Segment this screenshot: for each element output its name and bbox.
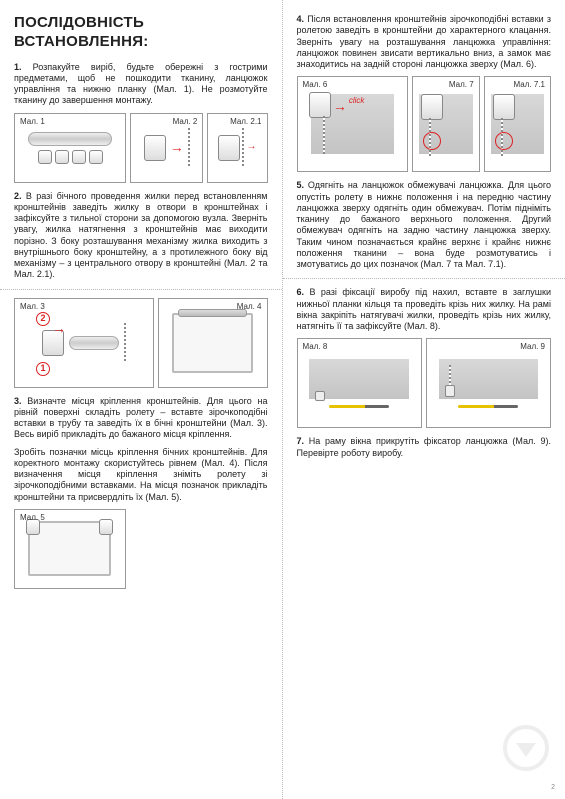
fig-row-2: Мал. 3 → 2 1 Мал. 4	[14, 298, 268, 388]
fig-9-label: Мал. 9	[520, 342, 545, 352]
right-column: 4. Після встановлення кронштейнів зірочк…	[283, 0, 565, 799]
step-2-num: 2.	[14, 191, 22, 201]
step-num-1: 1	[36, 362, 50, 376]
fig-5-label: Мал. 5	[20, 513, 45, 523]
divider	[283, 278, 565, 279]
fig-row-4: Мал. 6 → click Мал. 7	[297, 76, 552, 172]
step-6: 6. В разі фіксації виробу під нахил, вст…	[297, 287, 552, 332]
fig-1: Мал. 1	[14, 113, 126, 183]
fig-2: Мал. 2 →	[130, 113, 203, 183]
step-5-num: 5.	[297, 180, 305, 190]
fig-6-label: Мал. 6	[303, 80, 328, 90]
red-arrow-icon: →	[170, 139, 184, 157]
step-6-text: В разі фіксації виробу під нахил, вставт…	[297, 287, 552, 331]
step-num-2: 2	[36, 312, 50, 326]
fig-2-label: Мал. 2	[173, 117, 198, 127]
fig-7-label: Мал. 7	[449, 80, 474, 90]
fig-row-3: Мал. 5	[14, 509, 268, 589]
step-6-num: 6.	[297, 287, 305, 297]
red-arrow-icon: →	[52, 320, 66, 338]
step-4: 4. Після встановлення кронштейнів зірочк…	[297, 14, 552, 70]
page-title: ПОСЛІДОВНІСТЬ ВСТАНОВЛЕННЯ:	[14, 14, 268, 52]
fig-2-1: Мал. 2.1 →	[207, 113, 267, 183]
fig-4-label: Мал. 4	[237, 302, 262, 312]
step-1-num: 1.	[14, 62, 22, 72]
step-2: 2. В разі бічного проведення жилки перед…	[14, 191, 268, 281]
step-3b-text: Зробіть позначки місць кріплення бічних …	[14, 447, 268, 502]
fig-8-label: Мал. 8	[303, 342, 328, 352]
fig-5: Мал. 5	[14, 509, 126, 589]
fig-7-1: Мал. 7.1	[484, 76, 551, 172]
fig-7-1-label: Мал. 7.1	[514, 80, 545, 90]
step-3b: Зробіть позначки місць кріплення бічних …	[14, 447, 268, 503]
fig-3: Мал. 3 → 2 1	[14, 298, 154, 388]
red-arrow-icon: →	[246, 141, 256, 154]
step-1: 1. Розпакуйте виріб, будьте обережні з г…	[14, 62, 268, 107]
fig-2-1-label: Мал. 2.1	[230, 117, 261, 127]
step-3a-text: Визначте місця кріплення кронштейнів. Дл…	[14, 396, 268, 440]
fig-1-label: Мал. 1	[20, 117, 45, 127]
step-4-text: Після встановлення кронштейнів зірочкопо…	[297, 14, 552, 69]
watermark-icon	[503, 725, 549, 771]
step-7-text: На раму вікна прикрутіть фіксатор ланцюж…	[297, 436, 552, 457]
step-3a: 3. Визначте місця кріплення кронштейнів.…	[14, 396, 268, 441]
fig-8: Мал. 8	[297, 338, 422, 428]
fig-row-1: Мал. 1 Мал. 2 →	[14, 113, 268, 183]
left-column: ПОСЛІДОВНІСТЬ ВСТАНОВЛЕННЯ: 1. Розпакуйт…	[0, 0, 283, 799]
fig-row-5: Мал. 8 Мал. 9	[297, 338, 552, 428]
click-label: click	[349, 96, 365, 106]
step-7: 7. На раму вікна прикрутіть фіксатор лан…	[297, 436, 552, 459]
step-1-text: Розпакуйте виріб, будьте обережні з гост…	[14, 62, 268, 106]
page-number: 2	[551, 784, 555, 793]
fig-4: Мал. 4	[158, 298, 268, 388]
step-5-text: Одягніть на ланцюжок обмежувачі ланцюжка…	[297, 180, 552, 269]
fig-6: Мал. 6 → click	[297, 76, 409, 172]
fig-3-label: Мал. 3	[20, 302, 45, 312]
fig-9: Мал. 9	[426, 338, 551, 428]
step-4-num: 4.	[297, 14, 305, 24]
red-arrow-icon: →	[333, 98, 347, 116]
step-5: 5. Одягніть на ланцюжок обмежувачі ланцю…	[297, 180, 552, 270]
fig-7: Мал. 7	[412, 76, 479, 172]
step-7-num: 7.	[297, 436, 305, 446]
step-2-text: В разі бічного проведення жилки перед вс…	[14, 191, 268, 280]
divider	[0, 289, 282, 290]
step-3-num: 3.	[14, 396, 22, 406]
